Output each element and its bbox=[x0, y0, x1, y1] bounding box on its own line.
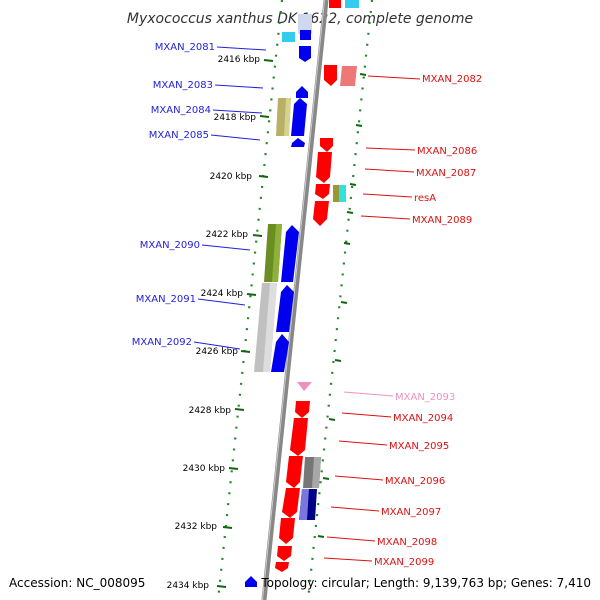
tick-label: 2416 kbp bbox=[218, 55, 261, 65]
forward-gene-arrow bbox=[315, 184, 330, 199]
forward-gene-arrow bbox=[297, 382, 312, 391]
tick-mark bbox=[263, 59, 274, 62]
forward-gene-arrow bbox=[295, 401, 310, 418]
reverse-gene-arrow bbox=[291, 138, 305, 147]
inner-gc-guide bbox=[216, 0, 284, 600]
forward-gene-arrow bbox=[290, 418, 308, 456]
gene-label: MXAN_2081 bbox=[155, 42, 215, 53]
gene-block bbox=[298, 14, 312, 34]
gene-label: MXAN_2097 bbox=[381, 507, 441, 518]
reverse-gene-arrow bbox=[271, 334, 289, 372]
tick-label: 2432 kbp bbox=[175, 522, 218, 532]
topology-text: Topology: circular; Length: 9,139,763 bp… bbox=[260, 576, 591, 590]
reverse-gene-arrow bbox=[299, 46, 311, 62]
gene-label: MXAN_2084 bbox=[151, 105, 211, 116]
gene-block bbox=[312, 457, 321, 488]
gene-label: MXAN_2083 bbox=[153, 80, 213, 91]
tick-label: 2428 kbp bbox=[189, 406, 232, 416]
gene-label: MXAN_2089 bbox=[412, 215, 472, 226]
backbone-highlight bbox=[262, 0, 325, 600]
outer-gc-guide bbox=[306, 0, 374, 600]
tick-mark bbox=[240, 350, 251, 353]
gene-label: MXAN_2095 bbox=[389, 441, 449, 452]
tick-label: 2422 kbp bbox=[206, 230, 249, 240]
gene-label: MXAN_2098 bbox=[377, 537, 437, 548]
forward-gene-arrow bbox=[313, 201, 329, 226]
tick-label: 2418 kbp bbox=[214, 113, 257, 123]
right-gene-labels: MXAN_2082 MXAN_2086 MXAN_2087 resA MXAN_… bbox=[323, 74, 482, 568]
forward-gene-arrow bbox=[282, 488, 300, 518]
gene-label: MXAN_2099 bbox=[374, 557, 434, 568]
tick-mark bbox=[258, 175, 269, 178]
tick-label: 2420 kbp bbox=[210, 172, 253, 182]
gene-label: MXAN_2086 bbox=[417, 146, 477, 157]
forward-gene-arrow bbox=[275, 562, 289, 572]
accession-text: Accession: NC_008095 bbox=[9, 576, 145, 590]
forward-gene-arrow bbox=[324, 65, 337, 86]
gene-label: MXAN_2092 bbox=[132, 337, 192, 348]
forward-gene-arrow bbox=[279, 518, 295, 544]
tick-label: 2424 kbp bbox=[201, 289, 244, 299]
gene-label: MXAN_2085 bbox=[149, 130, 209, 141]
tick-mark bbox=[222, 526, 233, 529]
gene-label: MXAN_2096 bbox=[385, 476, 445, 487]
gene-label: MXAN_2090 bbox=[140, 240, 200, 251]
reverse-gene-arrow bbox=[296, 86, 308, 98]
gene-block bbox=[272, 224, 282, 282]
forward-gene-arrow bbox=[316, 152, 332, 183]
position-ticks: 2416 kbp 2418 kbp 2420 kbp 2422 kbp 2424… bbox=[167, 55, 274, 591]
forward-gene-arrow bbox=[277, 546, 292, 561]
outer-ticks bbox=[317, 73, 367, 538]
tick-label: 2426 kbp bbox=[196, 347, 239, 357]
tick-mark bbox=[234, 408, 245, 411]
reverse-gene-arrow bbox=[291, 98, 307, 136]
gene-block bbox=[299, 489, 309, 520]
forward-gene-arrow bbox=[320, 138, 333, 152]
gene-block bbox=[263, 283, 277, 372]
gene-block bbox=[340, 66, 357, 86]
tick-label: 2430 kbp bbox=[183, 464, 226, 474]
gene-block bbox=[333, 185, 339, 202]
gene-label: MXAN_2091 bbox=[136, 294, 196, 305]
gene-block bbox=[339, 185, 346, 202]
gene-label: resA bbox=[414, 193, 436, 204]
reverse-gene-arrow bbox=[276, 285, 294, 332]
gene-block bbox=[300, 30, 311, 40]
tick-label: 2434 kbp bbox=[167, 581, 210, 591]
gene-block bbox=[284, 98, 291, 136]
left-gene-labels: MXAN_2081 MXAN_2083 MXAN_2084 MXAN_2085 … bbox=[132, 42, 267, 350]
tick-mark bbox=[252, 234, 263, 237]
tick-mark bbox=[228, 467, 239, 470]
tick-mark bbox=[216, 585, 227, 588]
tick-mark bbox=[259, 115, 270, 118]
gene-block bbox=[329, 0, 341, 8]
reverse-gene-arrow bbox=[245, 576, 257, 587]
gene-label: MXAN_2082 bbox=[422, 74, 482, 85]
forward-gene-arrow bbox=[286, 456, 303, 488]
backbone-circle bbox=[261, 0, 329, 600]
gene-block bbox=[282, 32, 295, 42]
tick-mark bbox=[246, 293, 257, 296]
gene-label: MXAN_2087 bbox=[416, 168, 476, 179]
gene-label: MXAN_2094 bbox=[393, 413, 453, 424]
gene-block bbox=[345, 0, 359, 8]
gene-label: MXAN_2093 bbox=[395, 392, 455, 403]
reverse-gene-arrow bbox=[281, 225, 299, 282]
